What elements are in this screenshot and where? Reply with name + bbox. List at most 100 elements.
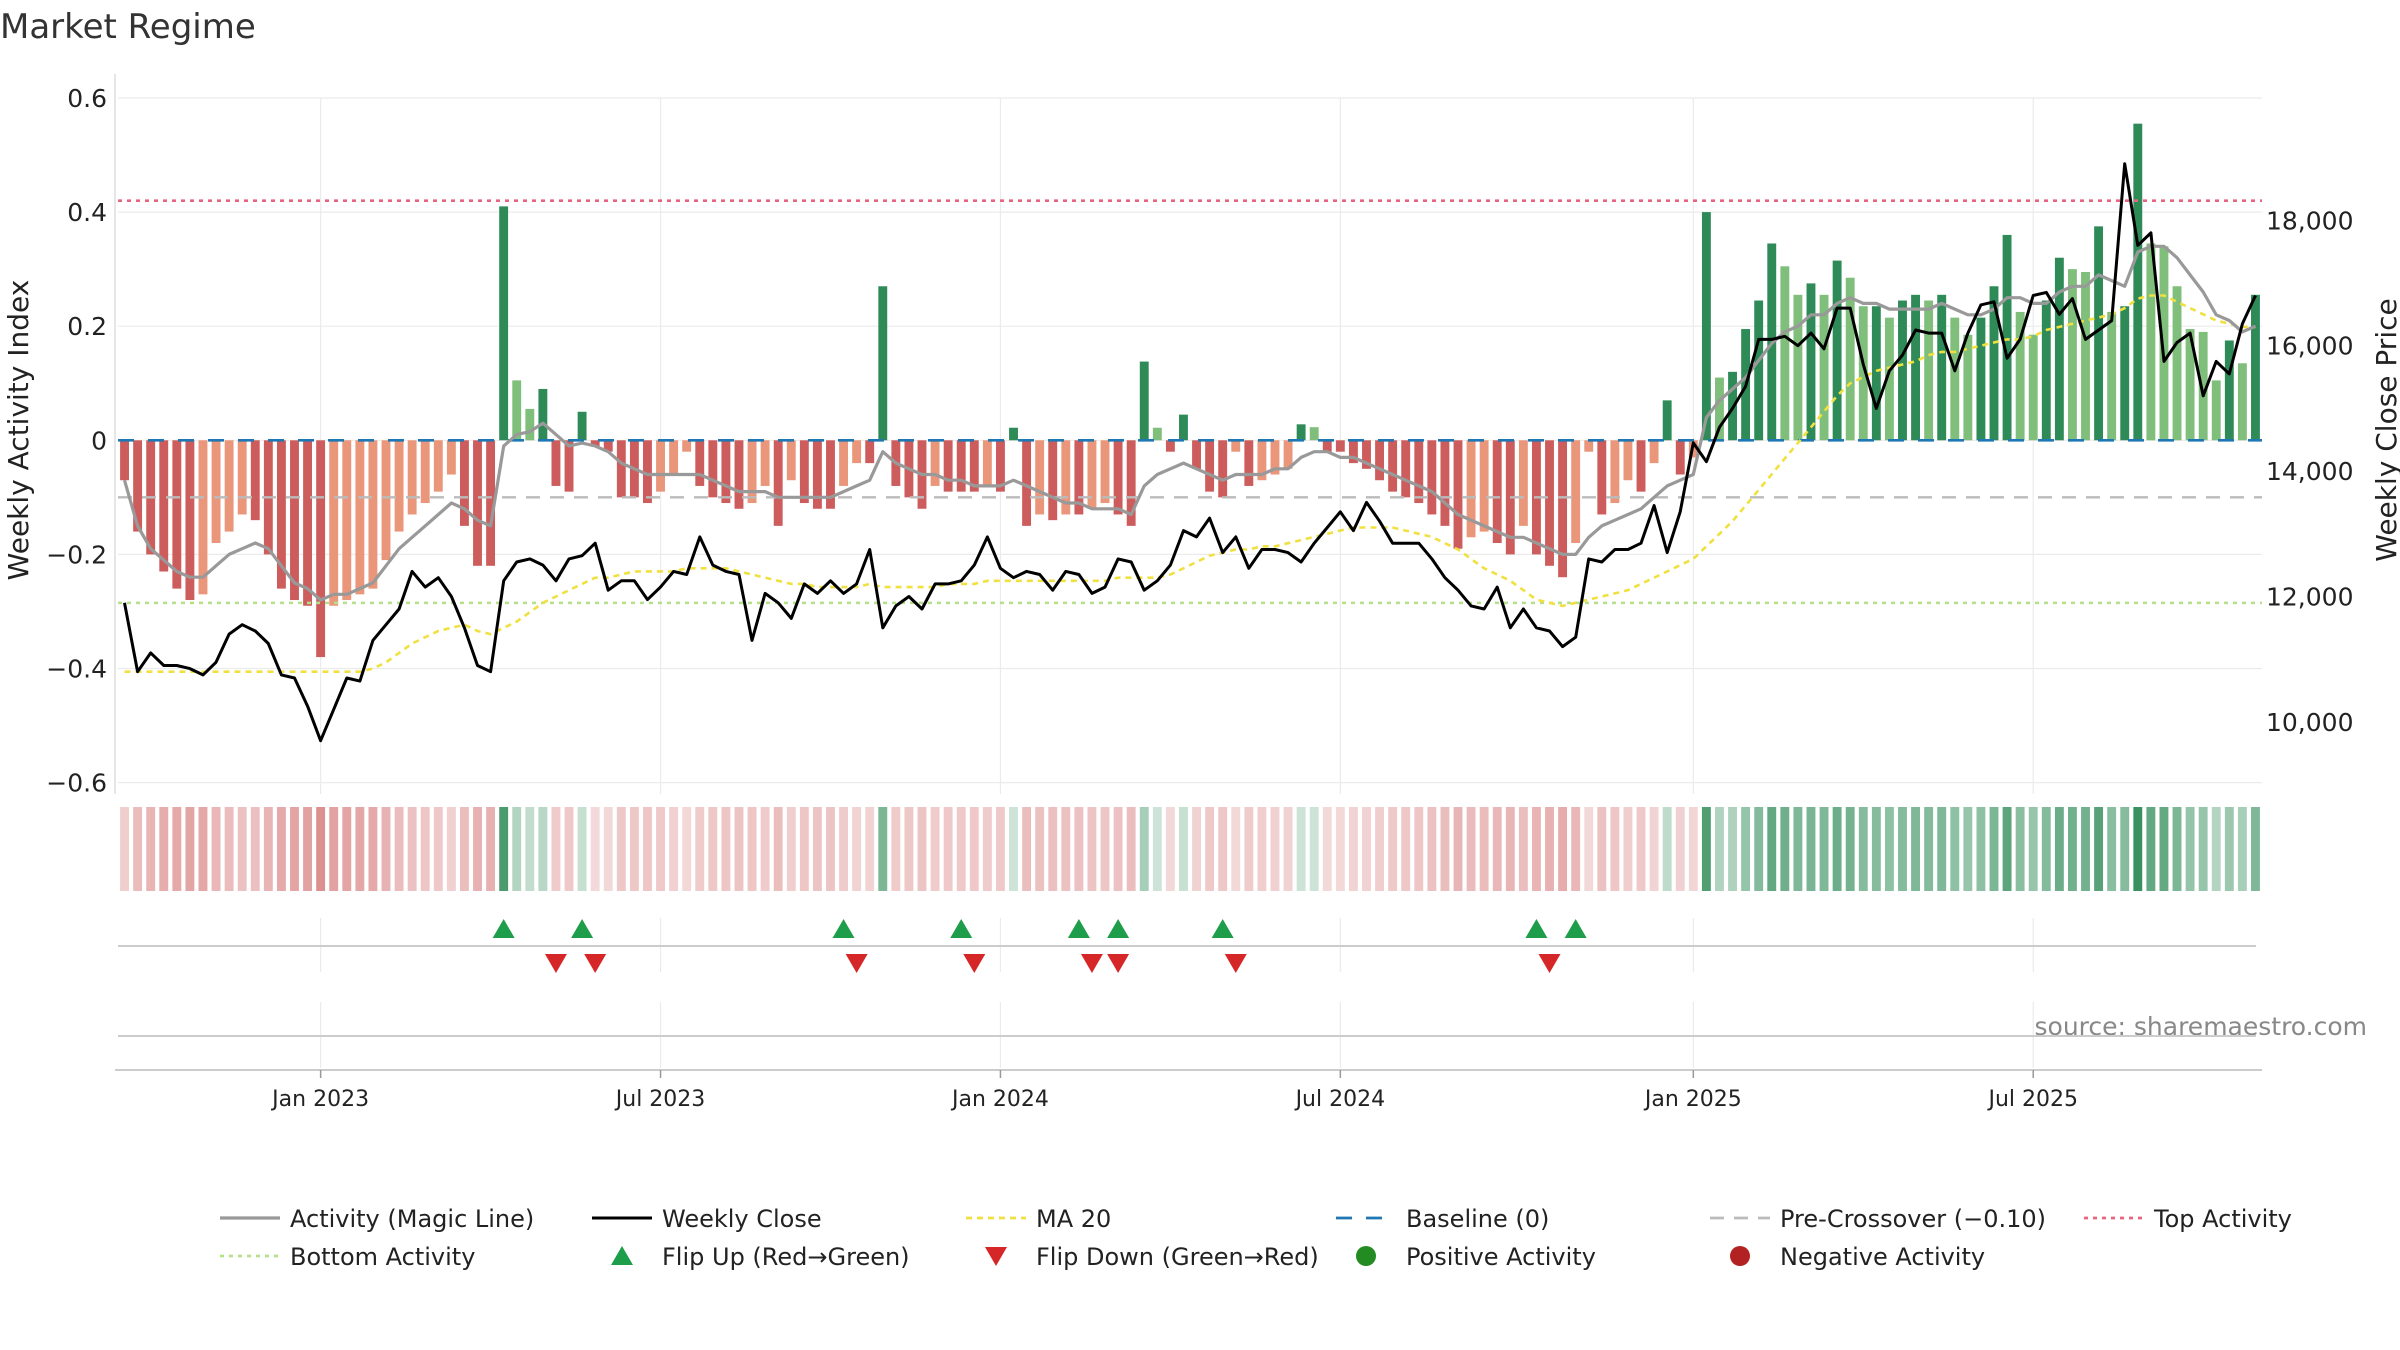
activity-bar	[290, 440, 299, 601]
regime-cell	[2067, 807, 2077, 891]
regime-cell	[473, 807, 482, 891]
activity-bar	[473, 440, 482, 566]
regime-cell	[891, 807, 901, 891]
activity-bar	[656, 440, 665, 492]
regime-cell	[1087, 807, 1097, 891]
activity-bar	[433, 440, 443, 492]
legend-item: Positive Activity	[1356, 1243, 1596, 1271]
regime-cell	[603, 807, 613, 891]
activity-bar	[1924, 300, 1934, 441]
y-left-tick-label: 0.6	[67, 84, 107, 113]
activity-bar	[1100, 440, 1110, 504]
activity-bar	[342, 440, 352, 601]
regime-cell	[799, 807, 809, 891]
regime-cell	[1218, 807, 1228, 891]
activity-bar	[120, 440, 129, 481]
regime-cell	[930, 807, 940, 891]
activity-bar	[1597, 440, 1607, 515]
regime-cell	[1335, 807, 1345, 891]
activity-bar	[1545, 440, 1554, 566]
activity-bar	[1440, 440, 1450, 526]
y-left-tick-label: 0.2	[67, 312, 107, 341]
regime-cell	[1375, 807, 1385, 891]
legend-item: Negative Activity	[1730, 1243, 1985, 1271]
activity-bar	[1375, 440, 1385, 481]
regime-cell	[525, 807, 535, 891]
regime-cell	[2172, 807, 2182, 891]
activity-bar	[355, 440, 365, 595]
regime-cell	[1322, 807, 1332, 891]
regime-cell	[904, 807, 914, 891]
regime-cell	[1283, 807, 1293, 891]
activity-bar	[1806, 283, 1816, 441]
regime-cell	[1662, 807, 1672, 891]
activity-bar	[1348, 440, 1358, 464]
reference-lines	[118, 199, 2262, 605]
regime-cell	[172, 807, 182, 891]
regime-cell	[734, 807, 744, 891]
regime-cell	[1832, 807, 1842, 891]
regime-cell	[1688, 807, 1698, 891]
regime-cell	[1348, 807, 1358, 891]
activity-bar	[643, 440, 652, 504]
activity-bar	[1231, 440, 1241, 452]
activity-bar	[2054, 257, 2064, 441]
activity-bar	[786, 440, 796, 481]
x-tick-label: Jan 2024	[950, 1087, 1049, 1112]
regime-cell	[865, 807, 875, 891]
regime-cell	[1937, 807, 1947, 891]
regime-cell	[237, 807, 247, 891]
regime-cell	[2211, 807, 2221, 891]
activity-bar	[930, 440, 940, 486]
y-left-tick-label: 0	[91, 426, 107, 455]
regime-cell	[120, 807, 129, 891]
regime-cell	[1963, 807, 1973, 891]
regime-cell	[2185, 807, 2195, 891]
y-right-tick-label: 10,000	[2266, 708, 2353, 737]
regime-cell	[1022, 807, 1032, 891]
regime-cell	[2133, 807, 2143, 891]
legend-item: Flip Down (Green→Red)	[985, 1243, 1319, 1271]
activity-bar	[1636, 440, 1646, 492]
regime-cell	[512, 807, 522, 891]
activity-bar	[2146, 243, 2156, 441]
activity-bar	[237, 440, 247, 515]
regime-cell	[146, 807, 156, 891]
legend-item: Flip Up (Red→Green)	[611, 1243, 910, 1271]
activity-bar	[1937, 294, 1947, 441]
regime-cell	[2198, 807, 2208, 891]
activity-bar	[812, 440, 822, 509]
regime-cell	[1884, 807, 1894, 891]
legend-label: Activity (Magic Line)	[290, 1205, 534, 1233]
flip-up-marker	[1067, 919, 1090, 938]
activity-bar	[499, 206, 509, 441]
regime-cell	[1871, 807, 1881, 891]
regime-cell	[564, 807, 574, 891]
activity-bar	[1558, 440, 1568, 578]
axis-ticks: 0.6 0.4 0.2 0 −0.2 −0.4 −0.6 18,000 16,000 14,000…	[46, 84, 2353, 1112]
activity-bar	[1884, 317, 1894, 441]
regime-cell	[486, 807, 496, 891]
regime-cell	[1767, 807, 1777, 891]
regime-cell	[1296, 807, 1306, 891]
regime-cell	[1571, 807, 1581, 891]
legend-flip-down-swatch	[985, 1247, 1007, 1266]
regime-cell	[1754, 807, 1764, 891]
activity-bar	[381, 440, 391, 561]
activity-bar	[1388, 440, 1398, 492]
regime-cell	[1244, 807, 1254, 891]
activity-bar	[211, 440, 221, 543]
activity-bar	[995, 440, 1005, 492]
regime-cell	[1636, 807, 1646, 891]
activity-bar	[1963, 334, 1973, 441]
regime-cell	[1179, 807, 1188, 891]
regime-cell	[669, 807, 679, 891]
regime-cell	[1048, 807, 1058, 891]
regime-cell	[1597, 807, 1607, 891]
regime-cell	[263, 807, 273, 891]
legend-item: Baseline (0)	[1336, 1205, 1549, 1233]
activity-bar	[708, 440, 718, 498]
regime-cell	[1009, 807, 1018, 891]
activity-bar	[446, 440, 456, 475]
